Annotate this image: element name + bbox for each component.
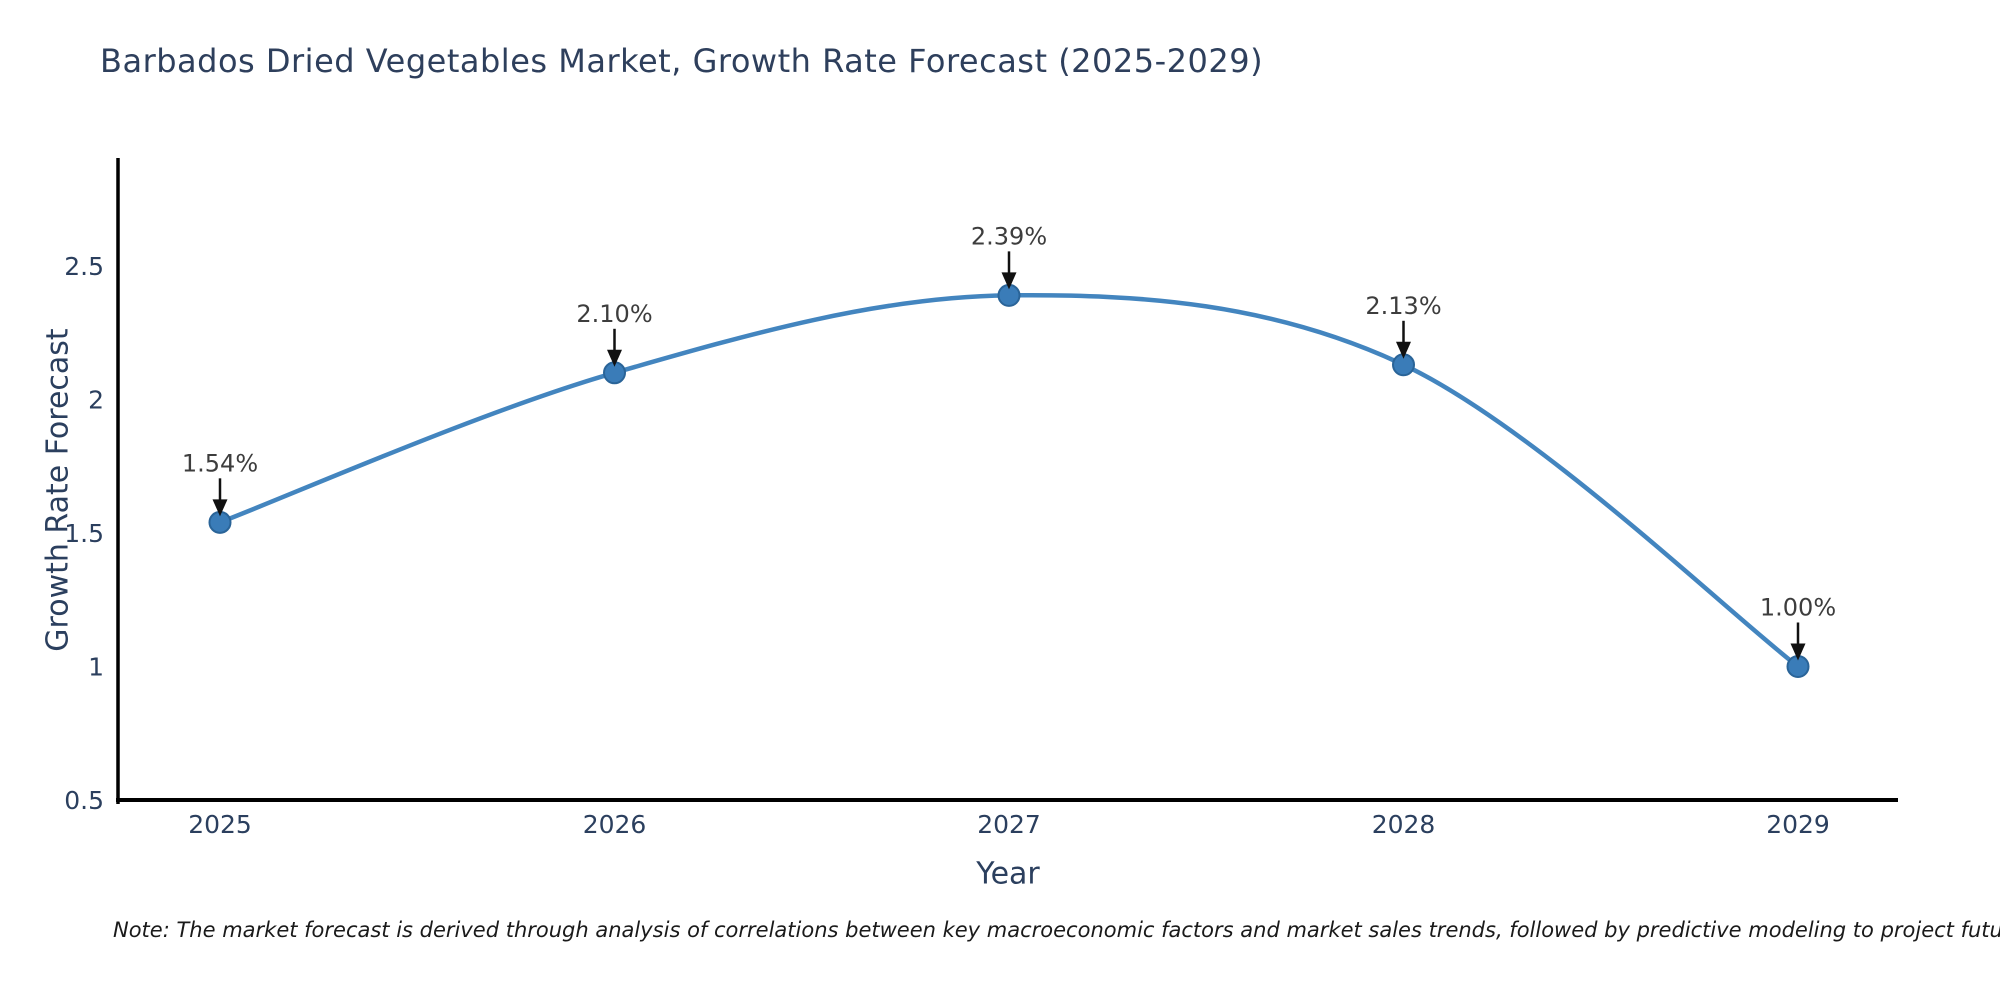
y-axis-title: Growth Rate Forecast (40, 328, 76, 652)
forecast-line (217, 293, 1801, 669)
data-point-label: 2.10% (576, 300, 652, 328)
x-tick-label: 2025 (188, 810, 252, 839)
x-tick-label: 2029 (1766, 810, 1830, 839)
data-point-label: 2.13% (1365, 292, 1441, 320)
y-tick-label: 2 (88, 386, 104, 415)
data-point-label: 1.00% (1760, 594, 1836, 622)
y-tick-label: 2.5 (64, 252, 104, 281)
y-tick-label: 1 (88, 653, 104, 682)
annotation-arrowhead-icon (607, 349, 622, 367)
annotation-arrowhead-icon (1790, 643, 1806, 661)
annotation-arrowhead-icon (1396, 341, 1411, 359)
x-axis-title: Year (976, 856, 1040, 892)
data-point-label: 1.54% (182, 449, 258, 477)
annotation-arrowhead-icon (1001, 272, 1017, 290)
annotation-arrowhead-icon (212, 499, 228, 517)
x-tick-label: 2026 (583, 810, 647, 839)
chart-title: Barbados Dried Vegetables Market, Growth… (100, 42, 1264, 80)
y-tick-label: 1.5 (64, 519, 104, 548)
y-tick-label: 0.5 (64, 786, 104, 815)
x-tick-label: 2027 (977, 810, 1041, 839)
footnote: Note: The market forecast is derived thr… (113, 918, 2000, 942)
data-point-label: 2.39% (971, 222, 1047, 250)
x-tick-label: 2028 (1372, 810, 1436, 839)
